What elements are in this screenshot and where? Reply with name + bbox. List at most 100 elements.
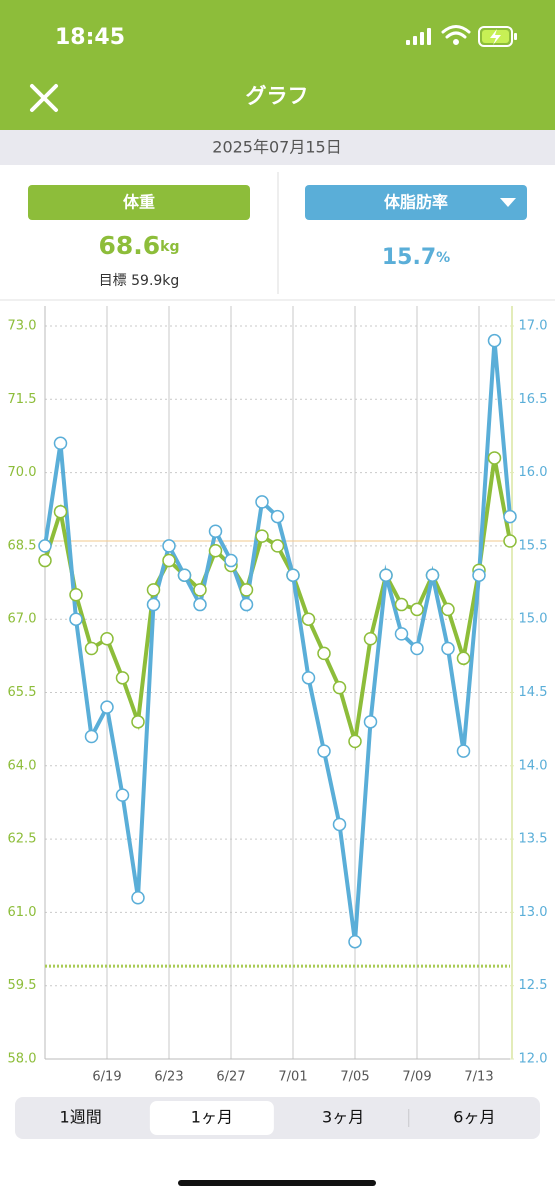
data-point (332, 680, 347, 695)
data-point (472, 568, 486, 582)
data-point (348, 934, 362, 949)
button-bg (28, 185, 250, 220)
data-point (441, 602, 455, 617)
header-bar (0, 0, 555, 130)
tab[interactable]: 6ヶ月 (453, 1108, 495, 1127)
y2-tick-label: 16.0 (519, 465, 548, 480)
body-fat-value: 15.7% (382, 245, 450, 270)
body-fat-button[interactable]: 体脂肪率 (305, 185, 527, 220)
tab-label: 1ヶ月 (191, 1108, 233, 1127)
x-tick-label: 7/13 (464, 1070, 493, 1085)
y2-tick-label: 12.5 (519, 978, 548, 993)
y2-tick-label: 12.0 (519, 1052, 548, 1067)
data-point (193, 597, 207, 612)
x-tick-label: 6/19 (92, 1070, 121, 1085)
close-button[interactable] (30, 84, 58, 112)
data-point (410, 641, 424, 656)
data-point (255, 529, 269, 543)
weight-button[interactable]: 体重 (28, 185, 250, 220)
x-tick-label: 6/23 (154, 1070, 183, 1085)
y2-tick-label: 14.5 (519, 685, 548, 700)
value: 15.7 (382, 245, 436, 270)
data-point (131, 715, 145, 729)
data-point (162, 539, 176, 553)
tab-label: 6ヶ月 (453, 1108, 495, 1127)
wifi-icon (441, 25, 471, 45)
tab[interactable]: 1週間 (60, 1108, 102, 1127)
data-point (162, 553, 176, 568)
unit: kg (160, 239, 179, 255)
data-point (239, 583, 254, 597)
home-indicator (178, 1180, 376, 1186)
x-tick-label: 7/09 (402, 1070, 431, 1085)
data-point (69, 588, 83, 602)
y-tick-label: 68.5 (8, 538, 37, 553)
data-point (84, 729, 99, 744)
y-tick-label: 62.5 (8, 832, 37, 847)
y2-tick-label: 15.0 (519, 612, 548, 627)
data-point (100, 631, 114, 646)
x-tick-label: 7/01 (278, 1070, 307, 1085)
weight-value: 68.6kg (98, 231, 179, 260)
data-point (53, 436, 68, 451)
data-point (146, 597, 161, 612)
y-tick-label: 70.0 (8, 465, 37, 480)
series-line (43, 457, 512, 751)
data-point (363, 715, 378, 729)
y-tick-label: 65.5 (8, 685, 37, 700)
tab-selected-bg (149, 1101, 274, 1135)
tabs: 1週間 1ヶ月 3ヶ月 6ヶ月 (60, 1101, 495, 1135)
data-point (379, 568, 393, 582)
unit: % (436, 250, 450, 266)
data-point (363, 631, 378, 646)
data-point (456, 744, 471, 758)
y-tick-label: 58.0 (8, 1052, 37, 1067)
y2-tick-label: 17.0 (519, 319, 548, 334)
tab-bar (15, 1097, 540, 1139)
value: 68.6 (98, 231, 160, 260)
data-point (317, 646, 331, 661)
data-point (193, 583, 207, 597)
date-bar (0, 130, 555, 165)
data-point (286, 568, 300, 582)
tab[interactable]: 3ヶ月 (322, 1108, 364, 1127)
data-point (301, 671, 316, 685)
header-title: グラフ (246, 84, 309, 108)
battery-icon (478, 26, 517, 47)
tab[interactable]: 1ヶ月 (149, 1101, 274, 1135)
data-point (332, 817, 347, 832)
y2-tick-label: 13.0 (519, 905, 548, 920)
y2-tick-label: 16.5 (519, 392, 548, 407)
data-point (69, 612, 83, 626)
legend-label: 体脂肪率 (384, 193, 448, 212)
date-label: 2025年07月15日 (212, 138, 341, 157)
data-point (456, 651, 471, 666)
data-point (441, 641, 455, 656)
y-tick-label: 73.0 (8, 319, 37, 334)
data-point (115, 788, 130, 802)
button-bg (305, 185, 527, 220)
y-tick-label: 67.0 (8, 612, 37, 627)
weight-goal: 目標 59.9kg (99, 273, 180, 289)
tab-label: 1週間 (60, 1108, 102, 1127)
signal-icon (406, 28, 431, 45)
y-tick-label: 71.5 (8, 392, 37, 407)
y2-tick-label: 14.0 (519, 758, 548, 773)
data-point (208, 544, 223, 558)
y-tick-label: 59.5 (8, 978, 37, 993)
data-point (38, 539, 52, 553)
data-point (224, 553, 238, 568)
data-point (38, 553, 52, 568)
data-point (255, 495, 269, 509)
data-point (425, 568, 440, 582)
data-point (100, 700, 114, 714)
data-point (115, 671, 130, 685)
y2-tick-label: 15.5 (519, 538, 548, 553)
dropdown-arrow (500, 198, 516, 207)
series-line (43, 340, 512, 942)
y2-tick-label: 13.5 (519, 832, 548, 847)
data-point (301, 612, 316, 626)
data-point (394, 627, 409, 641)
